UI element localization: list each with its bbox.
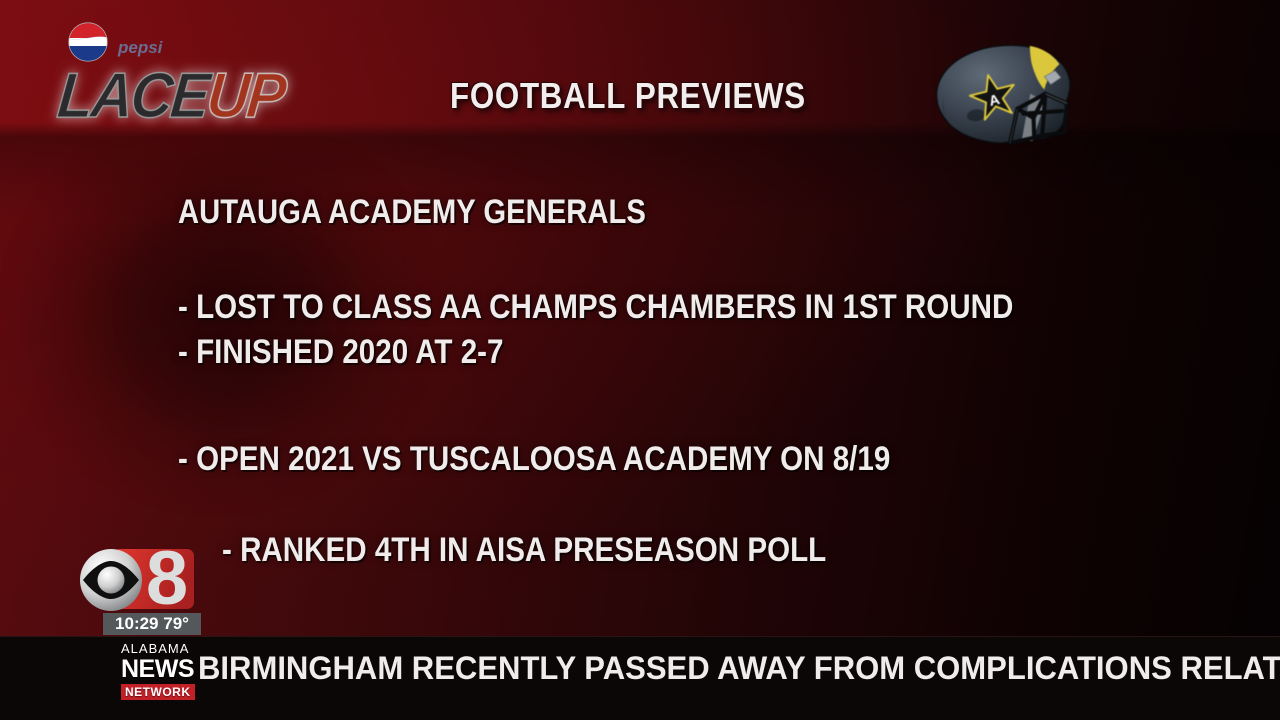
- svg-text:8: 8: [146, 548, 188, 613]
